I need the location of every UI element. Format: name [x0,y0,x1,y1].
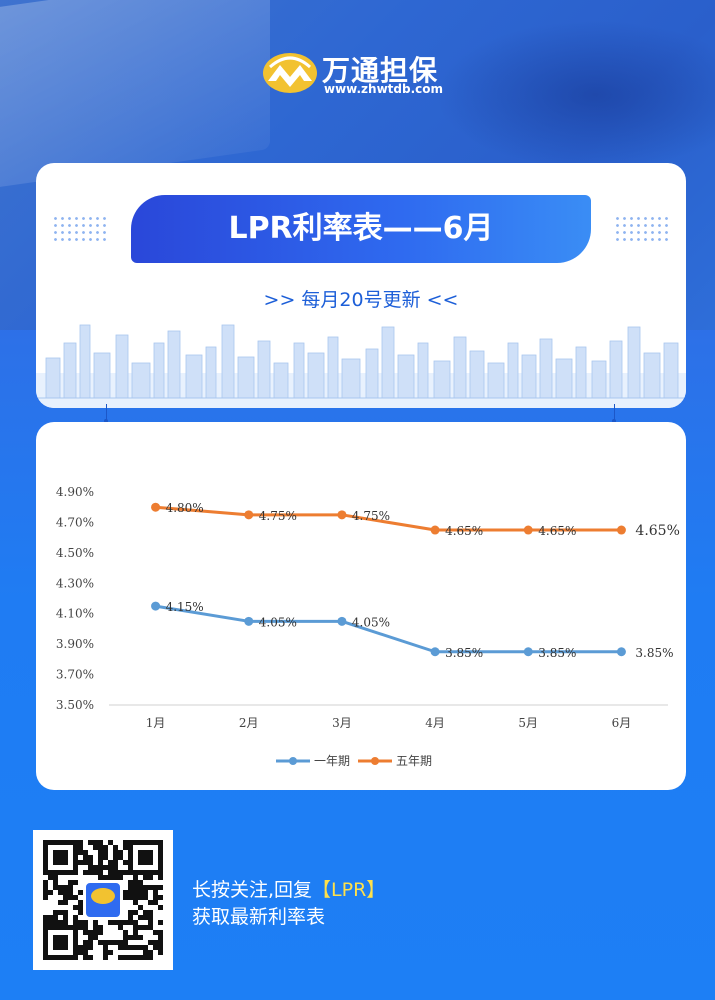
chart-card: 4.90% 4.70% 4.50% 4.30% 4.10% 3.90% 3.70% 3.50%… [36,422,686,790]
legend-swatch-marker [371,757,379,765]
y-tick-label: 4.50% [56,546,94,560]
y-tick-label: 3.70% [56,668,94,682]
title-banner: LPR利率表——6月 [131,195,591,263]
data-point [337,510,347,520]
data-point [151,601,161,611]
x-tick-label: 2月 [239,716,259,730]
data-point [337,616,347,626]
data-label: 3.85% [538,646,576,660]
decor-dots-right [614,215,670,243]
data-point [244,510,254,520]
brand-logo-icon [263,53,317,93]
update-note: >> 每月20号更新 << [263,289,459,311]
connector-left [106,404,107,422]
data-point [151,502,161,512]
y-tick-label: 3.50% [56,698,94,712]
city-skyline-illustration [36,324,686,408]
qr-finder-pattern [138,850,153,865]
y-tick-label: 4.90% [56,485,94,499]
qr-finder-pattern [53,850,68,865]
data-label: 4.75% [259,509,297,523]
brand-logo: 万通担保 www.zhwtdb.com [262,47,462,102]
follow-instruction-line1: 长按关注,回复【LPR】 [192,877,385,904]
connector-dot-right [612,419,616,423]
qr-center-logo-mark [91,888,115,904]
data-label: 4.65% [538,524,576,538]
data-label: 4.65% [445,524,483,538]
data-point [430,525,440,535]
legend-swatch-marker [289,757,297,765]
x-tick-label: 3月 [332,716,352,730]
qr-code[interactable] [33,830,173,970]
data-label: 4.80% [166,501,204,515]
connector-dot-left [104,419,108,423]
data-label: 4.65% [635,523,679,539]
data-label: 4.05% [259,615,297,629]
decor-dots-left [52,215,108,243]
y-tick-label: 4.70% [56,515,94,529]
cta-prefix: 长按关注,回复 [192,879,313,901]
data-point [616,525,626,535]
hand-photo-shape [435,20,715,170]
data-point [523,525,533,535]
data-point [430,647,440,657]
data-point [244,616,254,626]
x-tick-label: 4月 [425,716,445,730]
cta-keyword: 【LPR】 [312,879,386,901]
x-tick-label: 1月 [146,716,166,730]
data-label: 3.85% [635,646,673,660]
data-label: 4.15% [166,600,204,614]
legend-label: 一年期 [314,754,350,768]
x-tick-label: 5月 [518,716,538,730]
follow-instruction: 长按关注,回复【LPR】 获取最新利率表 [192,877,385,931]
brand-name: 万通担保 [322,54,439,87]
qr-finder-pattern [53,935,68,950]
data-label: 4.05% [352,615,390,629]
series-line-five-year [155,505,622,532]
series-line-one-year [155,604,622,654]
data-point [523,647,533,657]
data-label: 4.75% [352,509,390,523]
brand-url: www.zhwtdb.com [324,82,443,96]
x-tick-label: 6月 [612,716,632,730]
y-tick-label: 4.10% [56,607,94,621]
legend-label: 五年期 [396,754,432,768]
lpr-line-chart: 4.90% 4.70% 4.50% 4.30% 4.10% 3.90% 3.70% 3.50%… [56,485,680,768]
title-card: LPR利率表——6月 >> 每月20号更新 << [36,163,686,408]
connector-right [614,404,615,422]
qr-code-image [33,830,173,970]
data-label: 3.85% [445,646,483,660]
y-tick-label: 4.30% [56,576,94,590]
y-tick-label: 3.90% [56,637,94,651]
page-title: LPR利率表——6月 [228,211,494,246]
data-point [616,647,626,657]
follow-instruction-line2: 获取最新利率表 [192,906,326,928]
